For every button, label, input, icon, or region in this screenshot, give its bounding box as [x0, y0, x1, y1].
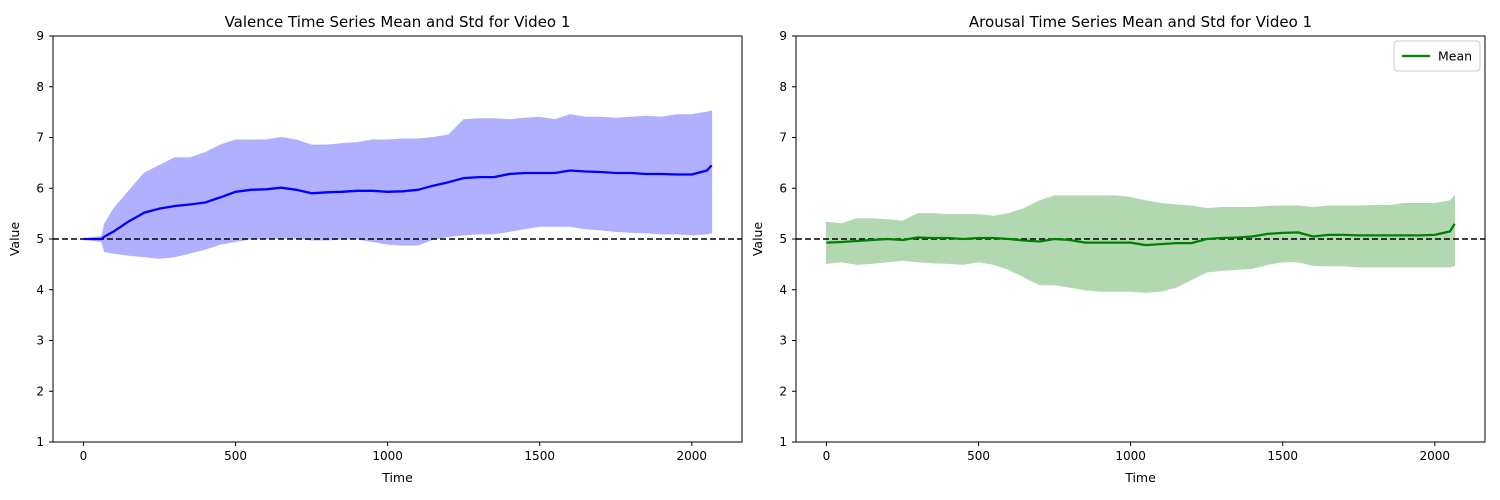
y-tick-label: 8 — [779, 80, 787, 94]
x-tick-label: 1000 — [372, 449, 403, 463]
chart-title: Valence Time Series Mean and Std for Vid… — [225, 13, 571, 31]
y-tick-label: 9 — [779, 29, 787, 43]
arousal-chart: 0 500 1000 1500 2000 1 2 3 4 5 6 7 8 9 Arousal Time Se… — [750, 13, 1486, 485]
y-axis-label: Value — [750, 222, 765, 257]
std-band — [83, 110, 713, 259]
y-tick-label: 2 — [36, 384, 44, 398]
y-tick-label: 4 — [36, 283, 44, 297]
y-tick-label: 6 — [36, 181, 44, 195]
x-tick-label: 1500 — [524, 449, 555, 463]
y-tick-label: 2 — [779, 384, 787, 398]
x-tick-label: 1500 — [1267, 449, 1298, 463]
chart-title: Arousal Time Series Mean and Std for Vid… — [969, 13, 1312, 31]
legend-frame — [1393, 40, 1481, 72]
y-tick-label: 9 — [36, 29, 44, 43]
x-tick-label: 500 — [967, 449, 990, 463]
mean-line — [83, 164, 713, 241]
y-tick-label: 8 — [36, 80, 44, 94]
y-tick-label: 7 — [779, 131, 787, 145]
y-tick-label: 5 — [36, 232, 44, 246]
x-tick-label: 0 — [80, 449, 88, 463]
x-axis-label: Time — [1124, 470, 1156, 485]
legend: Mean — [1393, 40, 1481, 72]
y-tick-label: 5 — [779, 232, 787, 246]
y-tick-label: 4 — [779, 283, 787, 297]
y-tick-label: 1 — [36, 435, 44, 449]
x-tick-label: 500 — [224, 449, 247, 463]
x-tick-label: 2000 — [1420, 449, 1451, 463]
x-tick-label: 1000 — [1115, 449, 1146, 463]
mean-line — [826, 223, 1456, 247]
y-axis-label: Value — [7, 222, 22, 257]
y-tick-label: 1 — [779, 435, 787, 449]
x-tick-label: 0 — [823, 449, 831, 463]
y-tick-label: 3 — [779, 334, 787, 348]
legend-label: Mean — [1438, 49, 1472, 64]
valence-chart: 0 500 1000 1500 2000 1 2 3 4 5 6 7 8 9 Valence Time Se… — [7, 13, 743, 485]
x-tick-label: 2000 — [677, 449, 708, 463]
y-tick-label: 6 — [779, 181, 787, 195]
x-axis-label: Time — [381, 470, 413, 485]
y-tick-label: 3 — [36, 334, 44, 348]
y-tick-label: 7 — [36, 131, 44, 145]
